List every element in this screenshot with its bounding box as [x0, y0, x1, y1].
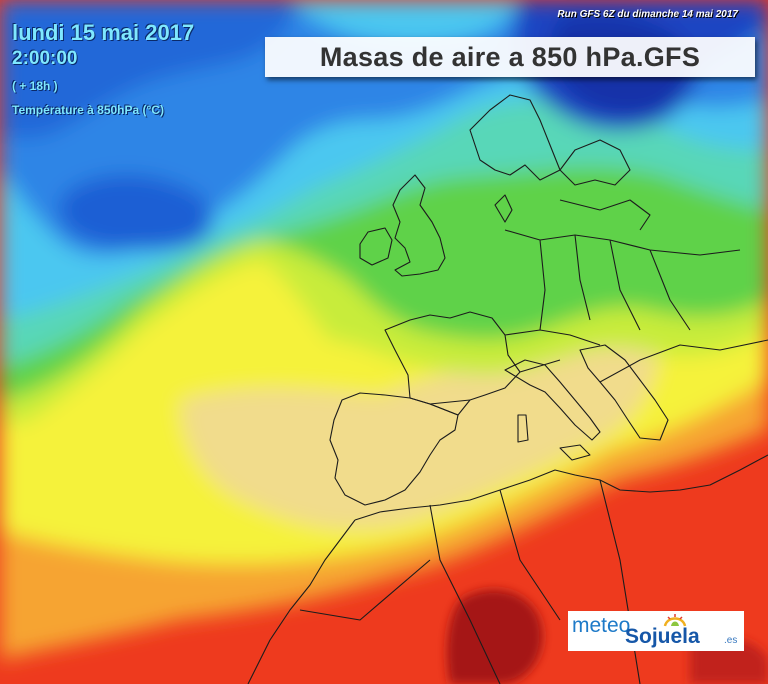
- sun-icon: [663, 614, 687, 627]
- logo-text-sojuela: Sojuela: [625, 625, 700, 648]
- logo-text-suffix: .es: [724, 635, 738, 646]
- title-banner: Masas de aire a 850 hPa.GFS: [265, 37, 755, 77]
- forecast-lead: ( + 18h ): [12, 79, 58, 93]
- forecast-time: 2:00:00: [12, 48, 78, 69]
- site-logo: meteo Sojuela .es: [568, 611, 744, 651]
- variable-label: Température à 850hPa (°C): [12, 103, 164, 117]
- forecast-date: lundi 15 mai 2017: [12, 20, 195, 45]
- logo-text-meteo: meteo: [572, 614, 631, 637]
- map-title: Masas de aire a 850 hPa.GFS: [319, 41, 701, 72]
- run-info: Run GFS 6Z du dimanche 14 mai 2017: [557, 9, 738, 20]
